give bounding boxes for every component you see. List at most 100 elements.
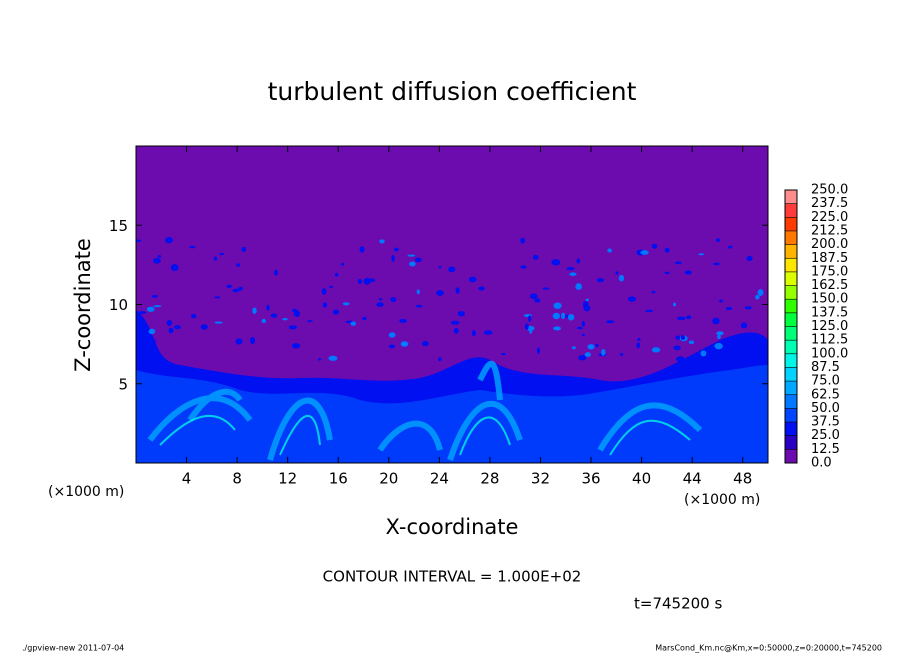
eddy: [282, 317, 288, 321]
eddy: [740, 322, 748, 329]
eddy: [378, 298, 383, 301]
eddy: [146, 306, 155, 312]
eddy: [714, 342, 723, 350]
eddy: [615, 271, 619, 275]
colorbar-label: 150.0: [811, 292, 848, 307]
eddy: [164, 237, 173, 244]
eddy: [676, 356, 685, 363]
eddy: [363, 277, 371, 285]
eddy: [553, 302, 562, 310]
eddy: [416, 289, 420, 295]
colorbar-swatch: [785, 244, 797, 259]
colorbar-label: 0.0: [811, 456, 832, 471]
eddy: [141, 356, 146, 362]
eddy: [585, 298, 589, 302]
eddy: [214, 321, 223, 324]
eddy: [450, 320, 460, 325]
time-label: t=745200 s: [634, 595, 722, 613]
x-tick-label: 48: [733, 470, 752, 488]
eddy: [438, 266, 442, 269]
eddy: [453, 327, 459, 334]
x-tick-label: 36: [581, 470, 600, 488]
eddy: [740, 333, 748, 339]
eddy: [388, 344, 396, 349]
eddy: [571, 346, 576, 350]
eddy: [536, 347, 541, 354]
eddy: [478, 286, 485, 291]
y-tick-label: 10: [109, 296, 128, 314]
turbulent-streak: [147, 360, 703, 461]
eddy: [340, 262, 345, 266]
eddy: [137, 311, 147, 315]
eddy: [200, 324, 208, 330]
eddy: [307, 320, 313, 323]
x-tick-label: 44: [683, 470, 702, 488]
field: [136, 237, 768, 463]
eddy: [391, 254, 395, 262]
eddy: [673, 345, 681, 351]
eddy: [471, 330, 476, 337]
eddy: [359, 246, 365, 253]
eddy: [637, 337, 641, 342]
eddy: [157, 255, 162, 258]
eddy: [651, 243, 658, 249]
eddy: [322, 302, 327, 308]
eddy: [674, 261, 683, 265]
eddy: [675, 335, 681, 340]
colorbar-label: 50.0: [811, 401, 840, 416]
eddy: [357, 278, 362, 284]
eddy: [148, 328, 156, 335]
eddy: [232, 288, 240, 293]
eddy: [728, 245, 733, 249]
eddy: [468, 276, 477, 283]
colorbar-label: 125.0: [811, 319, 848, 334]
eddy: [235, 338, 243, 345]
colorbar-swatch: [785, 299, 797, 313]
turbulent-streak: [159, 414, 691, 456]
eddy: [334, 272, 339, 277]
y-tick-label: 15: [109, 217, 128, 235]
eddy: [236, 263, 240, 267]
colorbar-swatch: [785, 394, 797, 409]
eddy: [587, 344, 595, 350]
colorbar-swatch: [785, 449, 797, 463]
eddy: [136, 348, 139, 353]
eddy: [152, 339, 156, 343]
eddy: [483, 330, 493, 335]
eddy: [293, 310, 301, 318]
eddy: [524, 323, 529, 330]
eddy: [651, 347, 661, 353]
colorbar-label: 75.0: [811, 374, 840, 389]
eddy: [551, 259, 561, 266]
contour-interval: CONTOUR INTERVAL = 1.000E+02: [323, 568, 582, 586]
eddy: [455, 287, 460, 294]
eddy: [698, 253, 705, 256]
eddy: [393, 247, 399, 252]
eddy: [576, 326, 584, 330]
x-tick-label: 24: [430, 470, 449, 488]
colorbar-swatch: [785, 271, 797, 286]
eddy: [576, 258, 581, 264]
x-unit-label: (×1000 m): [48, 484, 124, 500]
eddy: [328, 355, 338, 361]
eddy: [676, 316, 686, 321]
eddy: [173, 325, 181, 330]
eddy: [561, 312, 566, 320]
eddy: [583, 304, 591, 312]
colorbar-label: 112.5: [811, 333, 848, 348]
colorbar-swatch: [785, 408, 797, 423]
eddy: [584, 352, 591, 358]
eddy: [651, 290, 656, 294]
colorbar-label: 100.0: [811, 346, 848, 361]
x-tick-label: 4: [182, 470, 192, 488]
eddy: [680, 335, 686, 341]
eddy: [438, 357, 442, 362]
eddy: [191, 313, 197, 319]
eddy: [448, 266, 456, 273]
eddy: [241, 246, 247, 252]
eddy: [645, 309, 653, 313]
eddy: [261, 318, 267, 324]
colorbar-swatch: [785, 312, 797, 327]
eddy: [390, 297, 397, 303]
